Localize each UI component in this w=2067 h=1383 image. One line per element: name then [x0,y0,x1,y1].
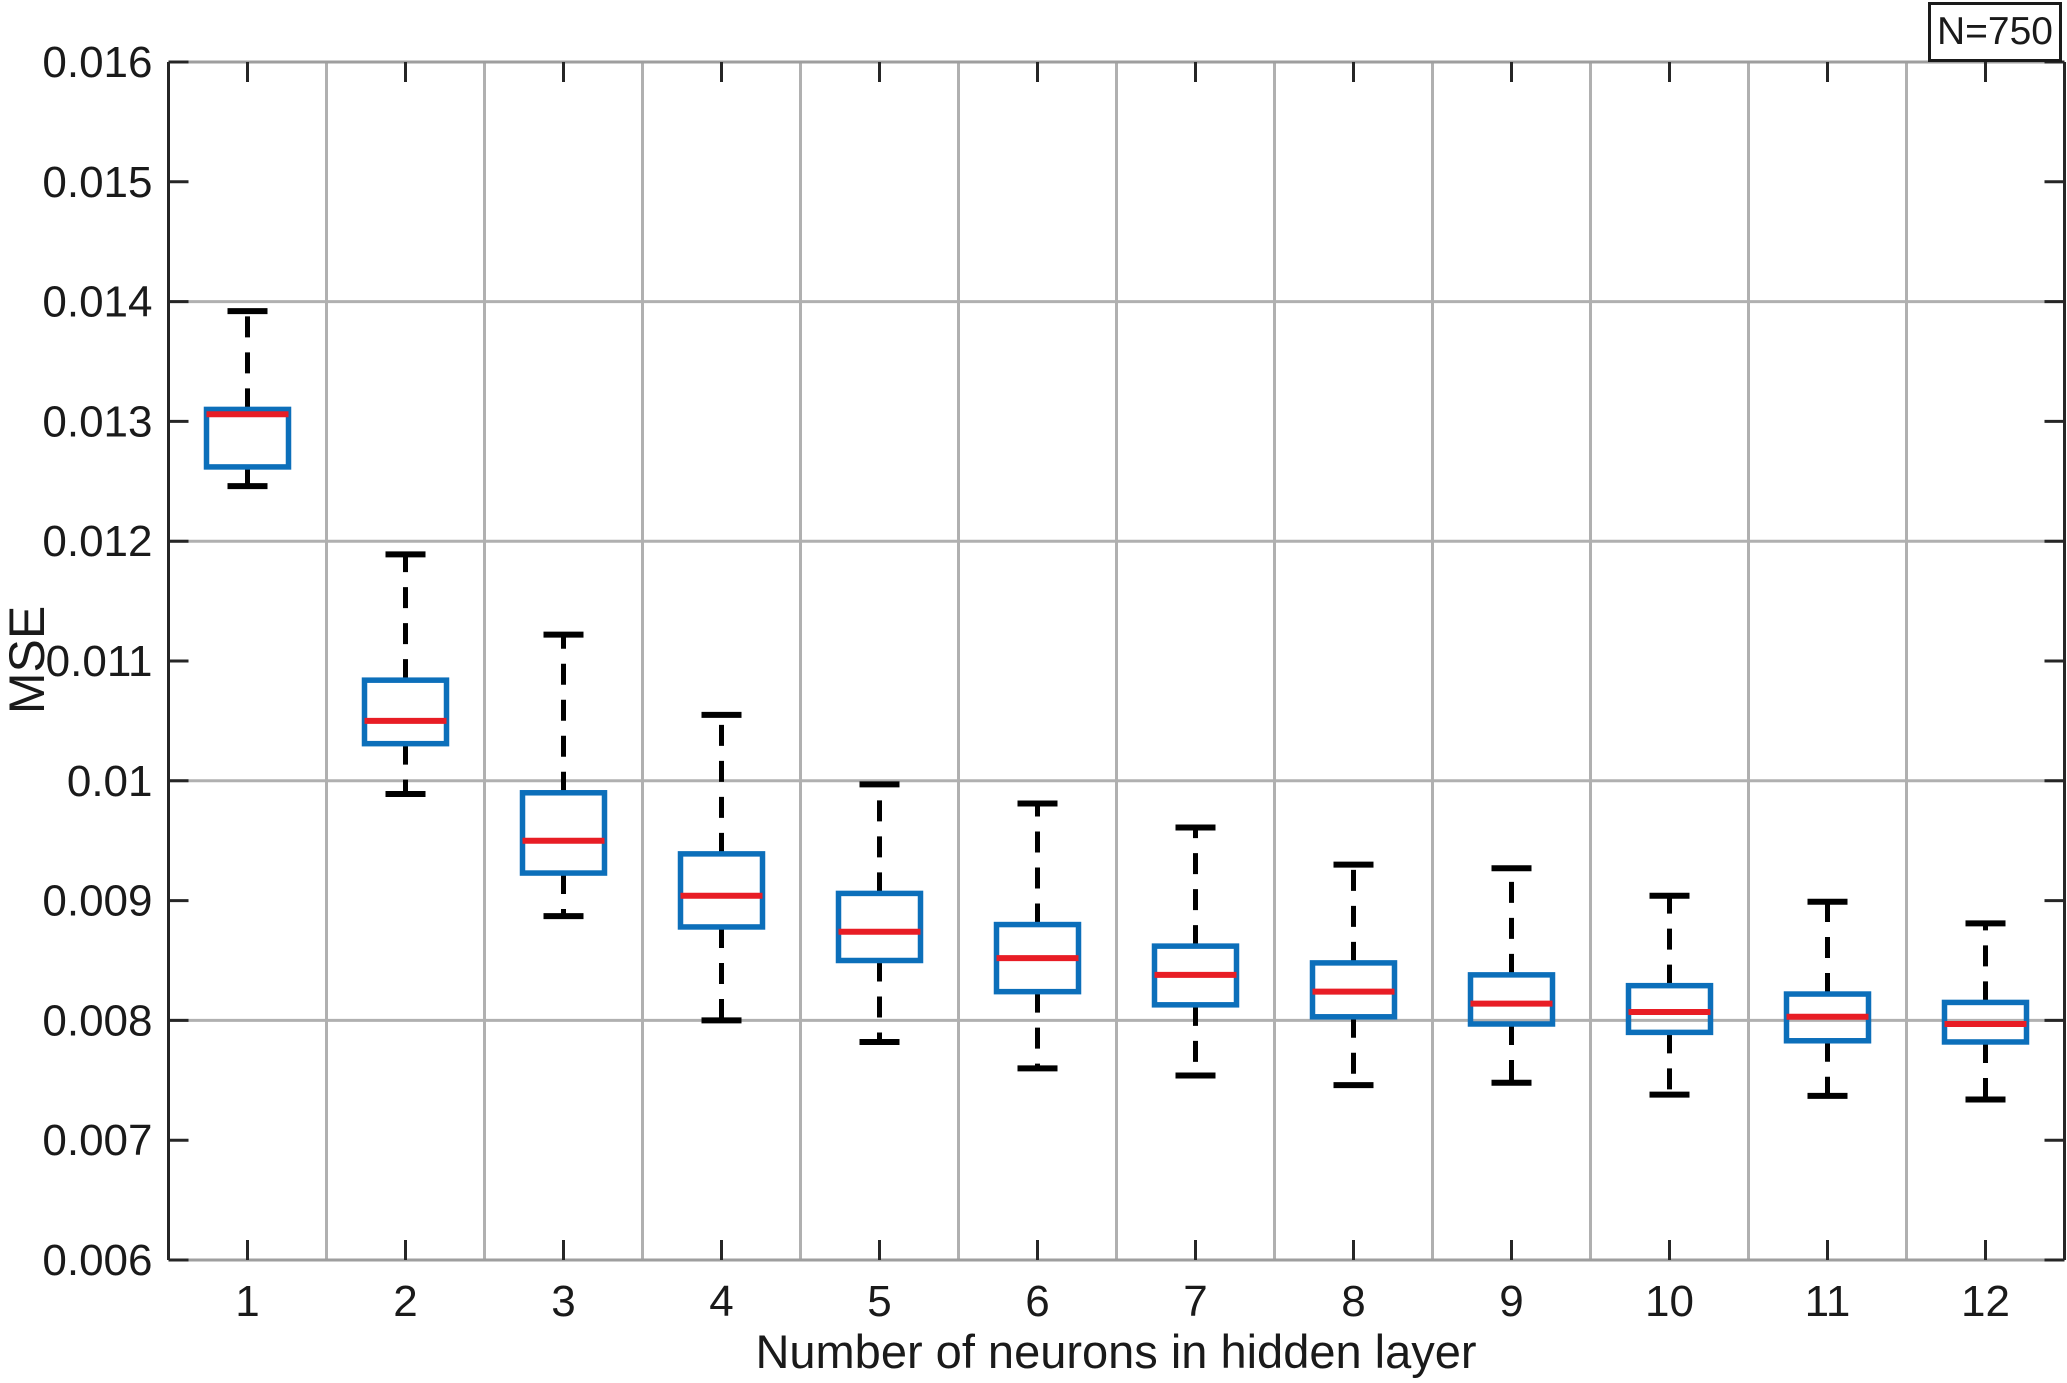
x-tick-label: 4 [709,1277,733,1326]
box-group-4 [677,711,766,1024]
box-group-3 [519,631,608,920]
x-tick-label: 3 [551,1277,575,1326]
x-tick-label: 2 [393,1277,417,1326]
x-tick-label: 1 [235,1277,259,1326]
box-group-10 [1625,892,1714,1098]
box-group-2 [361,551,450,797]
y-axis-title: MSE [0,605,55,715]
y-tick-label: 0.013 [42,397,152,446]
iqr-box [203,406,292,470]
x-tick-label: 12 [1961,1277,2010,1326]
y-tick-label: 0.006 [42,1236,152,1285]
iqr-box [1467,972,1556,1027]
sample-size-text: N=750 [1936,10,2053,53]
box-group-11 [1783,898,1872,1099]
y-tick-label: 0.008 [42,996,152,1045]
iqr-box [519,790,608,876]
sample-size-annotation-box: N=750 [1928,2,2062,62]
y-tick-label: 0.007 [42,1116,152,1165]
x-axis-title: Number of neurons in hidden layer [755,1325,1477,1378]
box-group-9 [1467,865,1556,1086]
x-tick-label: 11 [1805,1277,1851,1326]
box-group-1 [203,308,292,490]
x-tick-label: 8 [1341,1277,1365,1326]
x-tick-label: 10 [1645,1277,1694,1326]
y-tick-label: 0.015 [42,158,152,207]
x-tick-label: 5 [867,1277,891,1326]
x-tick-label: 9 [1499,1277,1523,1326]
y-tick-label: 0.014 [42,278,152,327]
box-group-7 [1151,824,1240,1079]
y-tick-label: 0.012 [42,517,152,566]
y-tick-label: 0.009 [42,877,152,926]
box-group-8 [1309,861,1398,1089]
x-tick-label: 6 [1025,1277,1049,1326]
box-group-6 [993,800,1082,1072]
y-tick-label: 0.01 [67,757,153,806]
box-group-5 [835,781,924,1045]
iqr-box [677,851,766,930]
x-tick-label: 7 [1183,1277,1207,1326]
y-tick-label: 0.011 [46,637,153,686]
y-tick-label: 0.016 [42,38,152,87]
iqr-box [835,890,924,964]
iqr-box [361,677,450,747]
box-group-12 [1941,920,2030,1103]
